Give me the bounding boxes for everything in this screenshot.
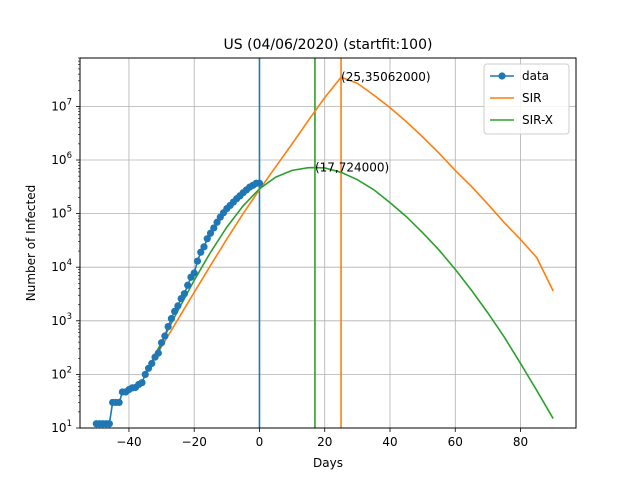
legend-label: SIR xyxy=(522,91,542,105)
data-point xyxy=(213,218,221,226)
y-tick-base: 10 xyxy=(51,99,66,113)
y-tick-base: 10 xyxy=(51,260,66,274)
data-point xyxy=(193,257,202,265)
data-point xyxy=(164,322,172,331)
legend-marker xyxy=(498,72,506,80)
x-tick-label: −40 xyxy=(116,435,141,449)
data-point xyxy=(190,269,198,277)
y-tick-exponent: 5 xyxy=(67,205,72,215)
data-point xyxy=(184,281,192,289)
y-tick-label: 104 xyxy=(51,258,72,274)
data-point xyxy=(154,349,162,357)
y-tick-label: 103 xyxy=(51,312,72,328)
data-point xyxy=(161,332,169,340)
data-point xyxy=(206,229,215,237)
y-tick-label: 107 xyxy=(51,97,72,113)
x-tick-label: 80 xyxy=(513,435,528,449)
x-tick-label: −20 xyxy=(182,435,207,449)
y-tick-base: 10 xyxy=(51,153,66,167)
y-tick-label: 105 xyxy=(51,205,72,221)
y-tick-label: 102 xyxy=(51,365,72,381)
series-line-sir-x xyxy=(144,166,554,419)
x-axis-label: Days xyxy=(313,456,343,470)
y-tick-label: 101 xyxy=(51,419,72,435)
data-point xyxy=(115,398,123,407)
data-point xyxy=(174,302,182,310)
data-point xyxy=(180,290,189,298)
data-point xyxy=(203,235,211,243)
y-tick-exponent: 2 xyxy=(67,365,72,375)
data-point xyxy=(138,379,146,387)
data-point xyxy=(197,248,205,256)
y-tick-exponent: 4 xyxy=(67,258,72,268)
y-tick-exponent: 1 xyxy=(67,419,72,429)
chart-title: US (04/06/2020) (startfit:100) xyxy=(224,37,433,53)
y-tick-base: 10 xyxy=(51,314,66,328)
y-tick-base: 10 xyxy=(51,367,66,381)
data-point xyxy=(157,339,166,347)
legend-box xyxy=(483,63,570,135)
peak-annotation: (25,35062000) xyxy=(341,70,431,84)
y-tick-exponent: 7 xyxy=(67,97,72,107)
data-point xyxy=(105,420,113,428)
x-tick-label: 60 xyxy=(448,435,463,449)
data-point xyxy=(167,314,175,323)
series-layer xyxy=(92,76,554,428)
y-tick-label: 106 xyxy=(51,151,72,167)
x-tick-label: 20 xyxy=(317,435,332,449)
data-point xyxy=(200,243,208,251)
data-point xyxy=(255,179,264,187)
data-point xyxy=(171,307,179,315)
y-axis-label: Number of Infected xyxy=(24,185,38,301)
vertical-lines xyxy=(258,58,342,428)
legend-label: data xyxy=(522,69,549,83)
y-tick-base: 10 xyxy=(51,421,66,435)
y-tick-base: 10 xyxy=(51,207,66,221)
y-tick-exponent: 6 xyxy=(67,151,72,161)
data-point xyxy=(210,224,218,232)
x-tick-label: 40 xyxy=(382,435,397,449)
annotations: (17,724000) (25,35062000) xyxy=(315,70,431,174)
y-tick-exponent: 3 xyxy=(67,312,72,322)
data-point xyxy=(148,359,156,368)
series-line-sir xyxy=(144,76,554,375)
data-point xyxy=(141,370,149,379)
x-axis-ticks: −40 −20 0 20 40 60 80 xyxy=(116,428,528,449)
x-tick-label: 0 xyxy=(256,435,264,449)
peak-annotation: (17,724000) xyxy=(315,161,389,175)
legend-label: SIR-X xyxy=(522,113,553,127)
legend: data SIR SIR-X xyxy=(483,63,570,135)
plot-frame xyxy=(79,57,577,429)
